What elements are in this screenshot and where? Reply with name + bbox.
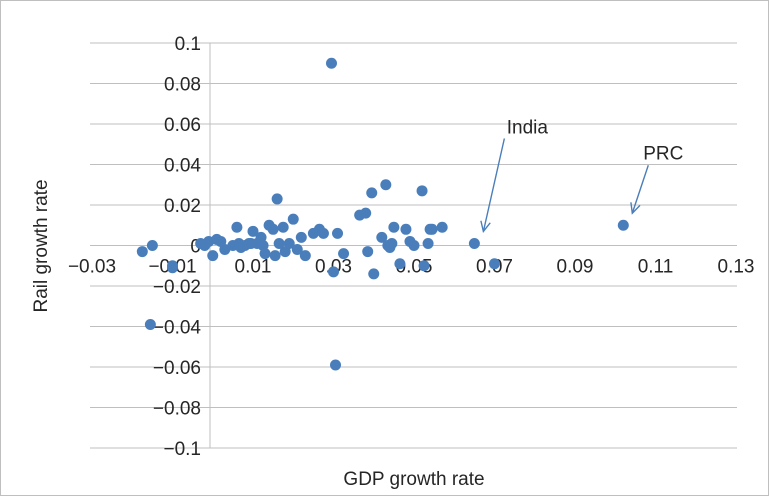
annotation-arrowhead bbox=[480, 220, 491, 234]
data-point bbox=[271, 193, 283, 205]
data-point bbox=[489, 258, 500, 270]
annotation-arrow bbox=[631, 165, 649, 214]
data-point bbox=[468, 237, 480, 249]
data-point bbox=[267, 223, 279, 235]
x-tick-label: 0.13 bbox=[718, 257, 755, 278]
data-point bbox=[299, 250, 311, 262]
data-point bbox=[207, 250, 219, 262]
y-tick-label: 0.04 bbox=[164, 156, 201, 177]
y-axis-title: Rail growth rate bbox=[31, 179, 52, 312]
annotation-arrowhead bbox=[630, 202, 641, 215]
data-point bbox=[325, 57, 337, 69]
data-point bbox=[167, 262, 178, 274]
data-point bbox=[231, 221, 243, 233]
y-tick-label: −0.08 bbox=[153, 399, 201, 420]
data-point bbox=[416, 185, 428, 197]
data-point bbox=[380, 179, 392, 191]
y-tick-labels: 0.1 0.08 0.06 0.04 0.02 0 −0.02 −0.04 −0.06 −0.08… bbox=[153, 34, 202, 460]
data-point bbox=[394, 258, 406, 270]
data-point bbox=[368, 268, 380, 280]
data-point bbox=[436, 221, 448, 233]
data-point bbox=[418, 260, 430, 272]
data-point bbox=[408, 240, 420, 251]
data-point bbox=[259, 248, 271, 260]
y-tick-label: 0.08 bbox=[164, 75, 201, 96]
data-point bbox=[247, 225, 259, 237]
y-tick-label: 0.02 bbox=[164, 196, 201, 217]
x-tick-label: −0.03 bbox=[68, 257, 116, 278]
data-point bbox=[328, 266, 339, 278]
gridlines bbox=[90, 42, 737, 449]
data-point bbox=[388, 221, 400, 233]
data-point bbox=[400, 223, 412, 235]
y-tick-label: 0.06 bbox=[164, 115, 201, 136]
data-points bbox=[136, 57, 629, 371]
x-tick-label: 0.01 bbox=[235, 257, 272, 278]
y-tick-label: −0.06 bbox=[153, 358, 201, 379]
data-point bbox=[360, 207, 372, 219]
data-point bbox=[386, 237, 398, 249]
x-tick-label: 0.11 bbox=[638, 257, 674, 278]
data-point bbox=[287, 213, 299, 225]
y-tick-label: 0.1 bbox=[175, 34, 201, 55]
y-tick-label: −0.04 bbox=[153, 318, 202, 339]
data-point bbox=[366, 187, 378, 199]
y-tick-label: 0 bbox=[190, 237, 201, 258]
data-point bbox=[338, 248, 350, 260]
data-point bbox=[269, 250, 281, 262]
data-point bbox=[146, 240, 158, 251]
annotation-label: PRC bbox=[643, 143, 683, 164]
data-point bbox=[362, 246, 374, 258]
data-point bbox=[617, 219, 629, 231]
data-point bbox=[291, 244, 303, 256]
data-point bbox=[295, 231, 307, 243]
annotations: India PRC bbox=[480, 117, 683, 234]
data-point bbox=[422, 237, 434, 249]
data-point bbox=[330, 359, 342, 371]
annotation-arrow bbox=[482, 138, 506, 232]
x-tick-label: 0.09 bbox=[557, 257, 594, 278]
x-axis-title: GDP growth rate bbox=[343, 469, 484, 490]
data-point bbox=[426, 223, 438, 235]
data-point bbox=[136, 246, 148, 258]
data-point bbox=[277, 221, 289, 233]
data-point bbox=[283, 237, 295, 249]
data-point bbox=[376, 231, 388, 243]
data-point bbox=[273, 237, 285, 249]
data-point bbox=[332, 227, 344, 239]
data-point bbox=[317, 227, 329, 239]
data-point bbox=[144, 318, 156, 330]
annotation-label: India bbox=[507, 117, 549, 138]
y-tick-label: −0.02 bbox=[153, 277, 201, 298]
y-tick-label: −0.1 bbox=[163, 439, 201, 460]
